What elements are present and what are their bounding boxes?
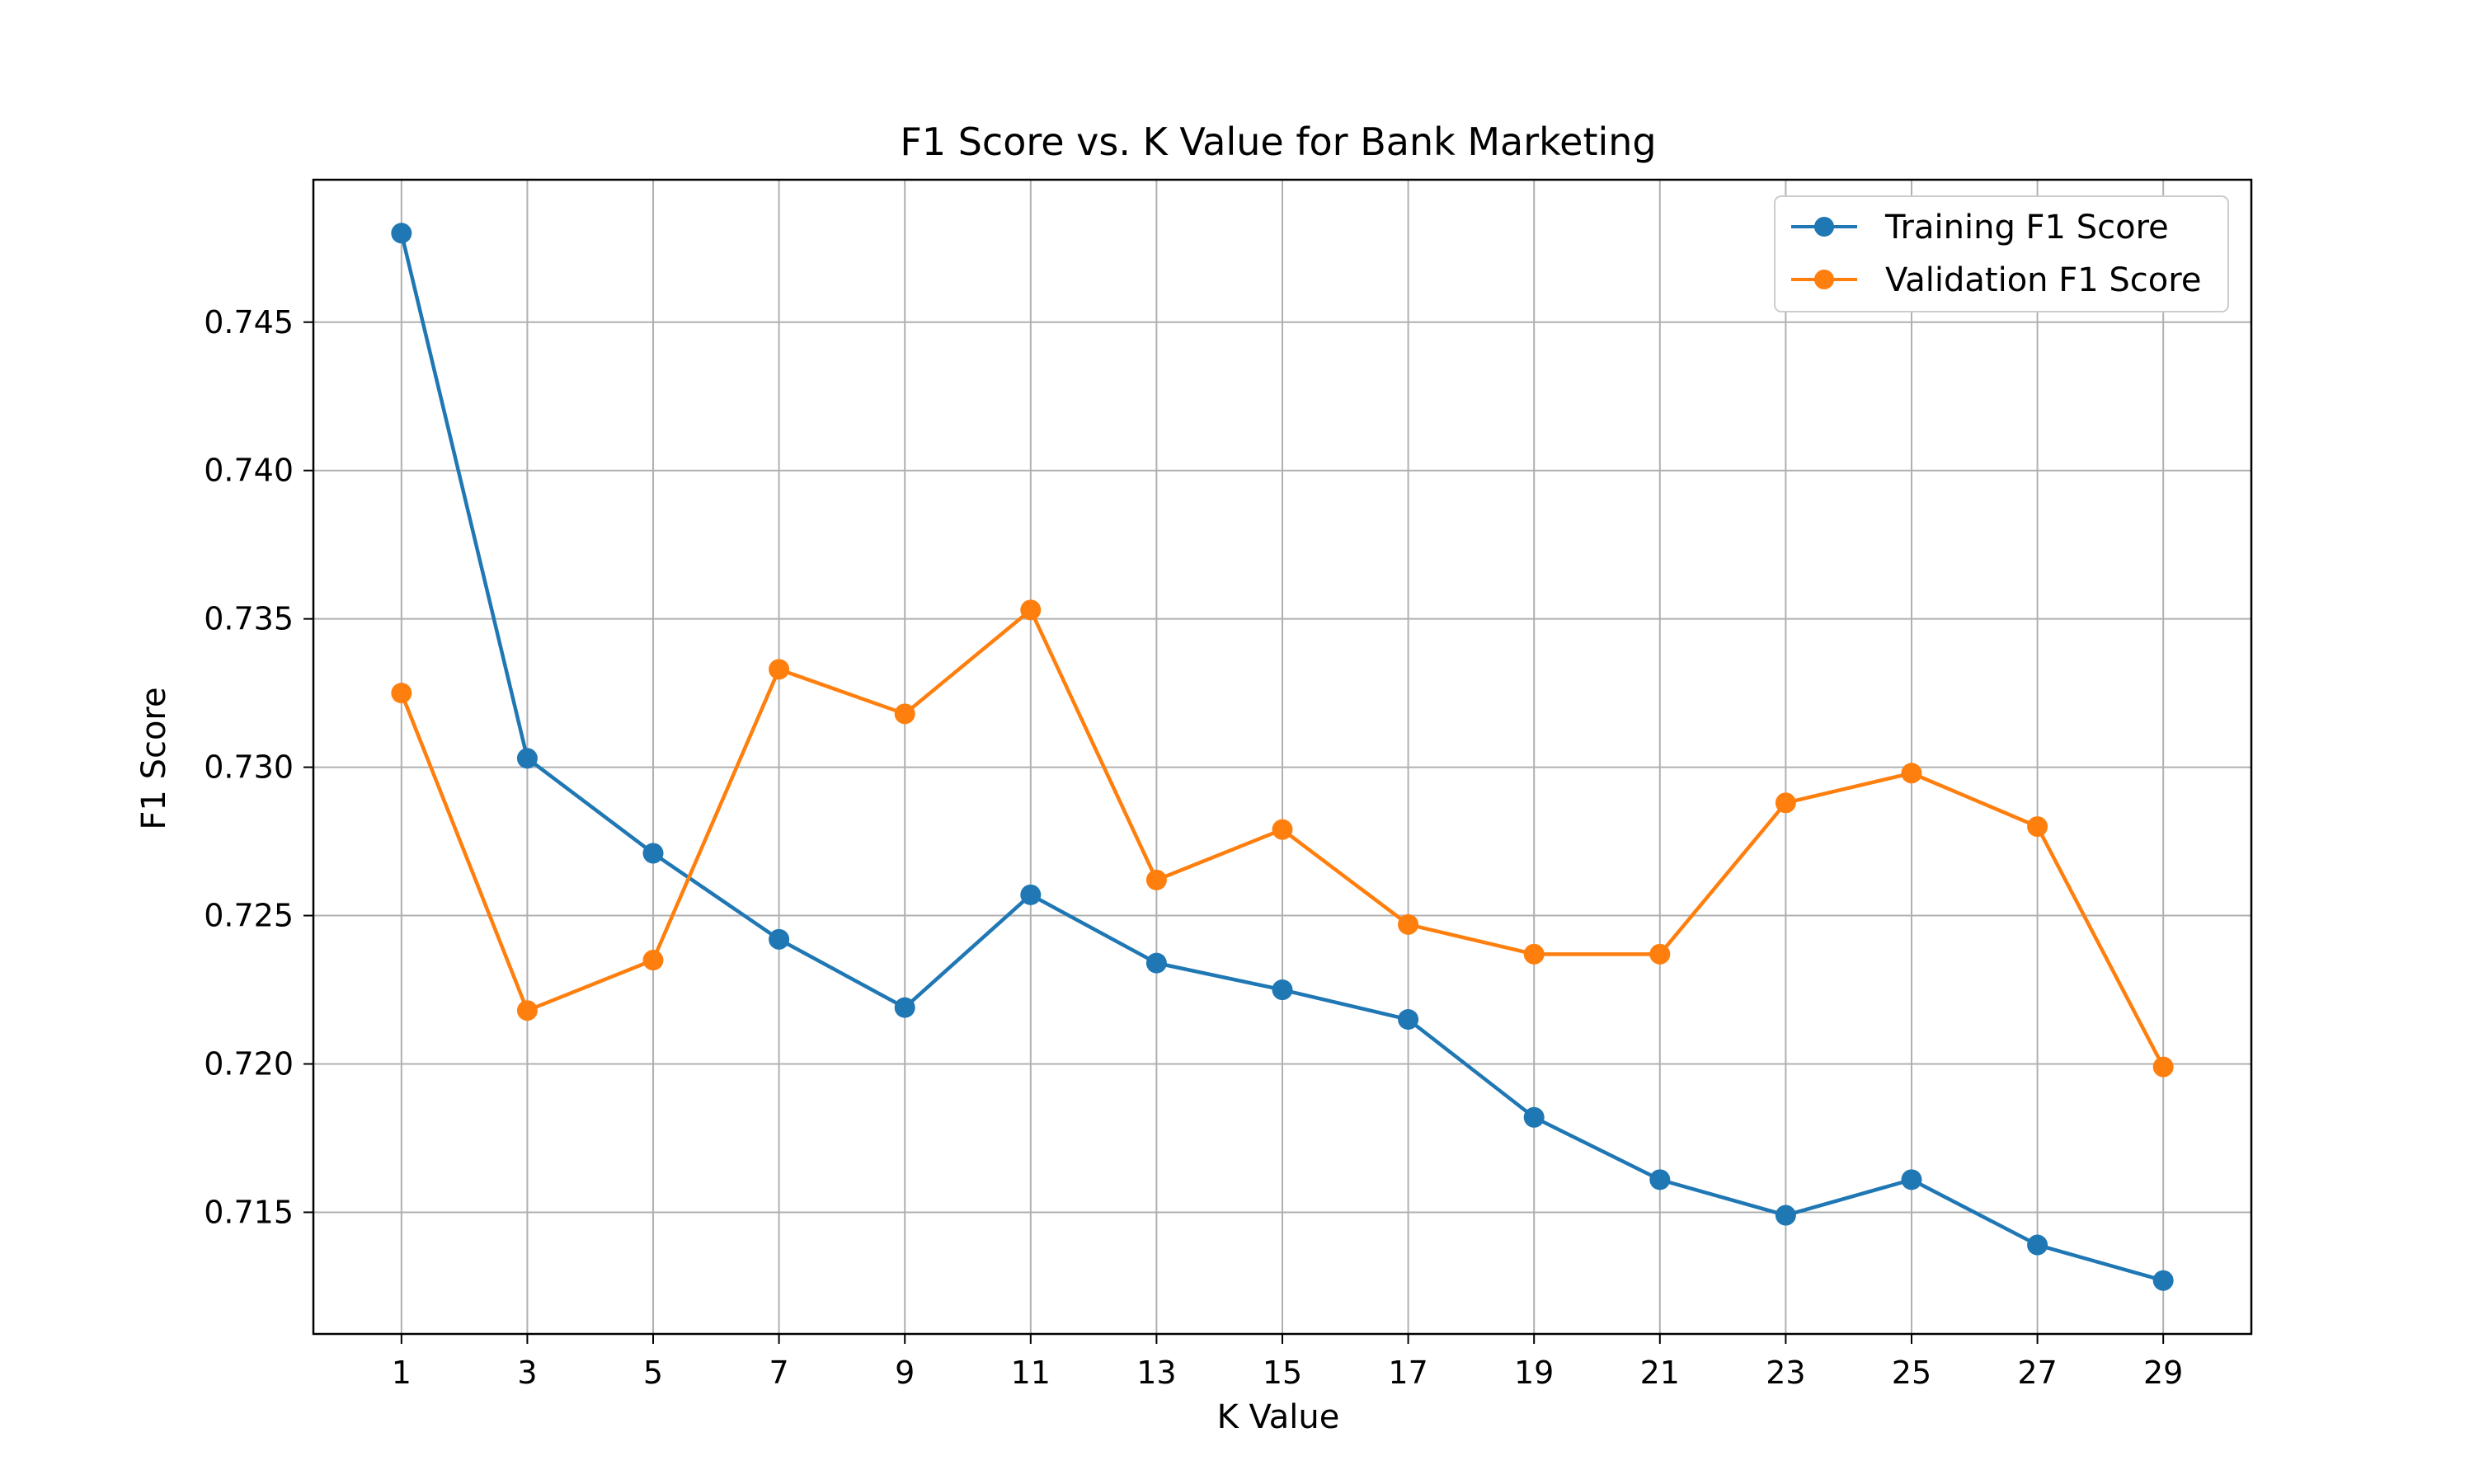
x-tick-label: 11: [1011, 1355, 1051, 1391]
y-tick-label: 0.745: [204, 304, 294, 340]
data-point: [1398, 913, 1419, 935]
x-tick-label: 23: [1766, 1355, 1805, 1391]
x-tick-label: 13: [1136, 1355, 1176, 1391]
x-tick-label: 7: [769, 1355, 789, 1391]
x-tick-label: 5: [643, 1355, 663, 1391]
data-point: [391, 683, 412, 704]
legend-marker-training: [1814, 217, 1834, 237]
y-tick-label: 0.725: [204, 898, 294, 934]
data-point: [1649, 1169, 1671, 1190]
y-tick-label: 0.740: [204, 453, 294, 489]
series-lines: [391, 223, 2174, 1291]
data-point: [1523, 1106, 1545, 1128]
legend-marker-validation: [1814, 270, 1834, 289]
data-point: [769, 659, 790, 680]
data-point: [516, 1000, 538, 1021]
axis-ticks: 1 3 5 7 9 11 13 15 17 19 21 23 25 27 290.7150.7200.725…: [204, 304, 2183, 1391]
data-point: [2027, 816, 2048, 838]
data-point: [1775, 1205, 1796, 1226]
plot-area: 1 3 5 7 9 11 13 15 17 19 21 23 25 27 290.7150.7200.725…: [204, 178, 2253, 1391]
x-tick-label: 19: [1514, 1355, 1554, 1391]
data-point: [769, 928, 790, 950]
data-point: [2027, 1234, 2048, 1256]
x-tick-label: 25: [1892, 1355, 1931, 1391]
chart-title: F1 Score vs. K Value for Bank Marketing: [900, 120, 1656, 164]
x-tick-label: 1: [392, 1355, 412, 1391]
y-tick-label: 0.720: [204, 1045, 294, 1082]
legend-label-training: Training F1 Score: [1884, 209, 2169, 247]
x-tick-label: 3: [517, 1355, 537, 1391]
x-axis-label: K Value: [1217, 1398, 1340, 1436]
data-point: [642, 843, 664, 864]
legend: Training F1 Score Validation F1 Score: [1774, 195, 2229, 312]
data-point: [1272, 819, 1293, 840]
y-tick-label: 0.735: [204, 601, 294, 637]
data-point: [894, 703, 915, 725]
y-tick-label: 0.730: [204, 749, 294, 786]
x-tick-label: 27: [2017, 1355, 2057, 1391]
data-point: [1398, 1009, 1419, 1031]
data-point: [1272, 979, 1293, 1001]
x-tick-label: 29: [2143, 1355, 2183, 1391]
data-point: [1901, 763, 1922, 784]
data-point: [1775, 792, 1796, 814]
data-point: [1649, 943, 1671, 965]
y-axis-label: F1 Score: [135, 687, 173, 829]
x-tick-label: 15: [1263, 1355, 1302, 1391]
legend-box: [1774, 195, 2229, 312]
legend-label-validation: Validation F1 Score: [1885, 261, 2201, 299]
y-tick-label: 0.715: [204, 1194, 294, 1230]
data-point: [1020, 599, 1042, 621]
grid: [313, 180, 2251, 1334]
x-tick-label: 17: [1388, 1355, 1427, 1391]
series-validation: [391, 599, 2174, 1078]
data-point: [1901, 1169, 1922, 1190]
data-point: [642, 950, 664, 971]
plot-frame: [312, 178, 2253, 1336]
data-point: [1523, 943, 1545, 965]
data-point: [391, 223, 412, 244]
data-point: [516, 748, 538, 769]
data-point: [1020, 884, 1042, 905]
x-tick-label: 9: [895, 1355, 915, 1391]
data-point: [1145, 952, 1167, 974]
data-point: [894, 997, 915, 1018]
series-training: [391, 223, 2174, 1291]
data-point: [2152, 1270, 2174, 1291]
data-point: [2152, 1056, 2174, 1078]
x-tick-label: 21: [1640, 1355, 1680, 1391]
data-point: [1145, 869, 1167, 890]
